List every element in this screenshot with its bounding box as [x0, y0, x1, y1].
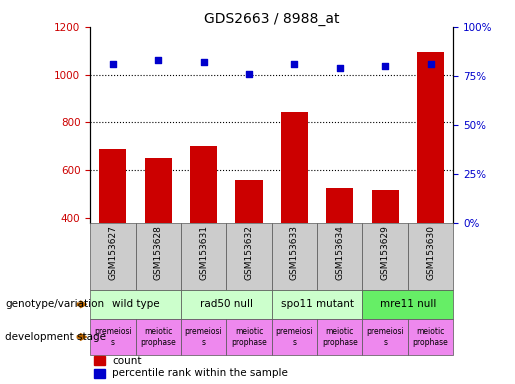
- Text: GSM153628: GSM153628: [153, 225, 163, 280]
- Bar: [181, 290, 272, 319]
- Text: premeiosi
s: premeiosi s: [366, 327, 404, 347]
- Point: [245, 71, 253, 77]
- Point: [290, 61, 299, 67]
- Text: meiotic
prophase: meiotic prophase: [322, 327, 357, 347]
- Text: GSM153630: GSM153630: [426, 225, 435, 280]
- Bar: [90, 290, 181, 319]
- Bar: [363, 223, 408, 290]
- Text: premeiosi
s: premeiosi s: [94, 327, 132, 347]
- Bar: [99, 149, 127, 313]
- Bar: [317, 223, 363, 290]
- Text: GSM153631: GSM153631: [199, 225, 208, 280]
- Text: GSM153627: GSM153627: [108, 225, 117, 280]
- Bar: [94, 356, 105, 365]
- Point: [336, 65, 344, 71]
- Text: count: count: [112, 356, 142, 366]
- Text: mre11 null: mre11 null: [380, 299, 436, 310]
- Point: [426, 61, 435, 67]
- Bar: [226, 319, 272, 355]
- Bar: [408, 319, 453, 355]
- Bar: [181, 319, 226, 355]
- Bar: [190, 146, 217, 313]
- Bar: [90, 319, 135, 355]
- Point: [381, 63, 389, 69]
- Bar: [94, 369, 105, 378]
- Text: percentile rank within the sample: percentile rank within the sample: [112, 368, 288, 378]
- Text: premeiosi
s: premeiosi s: [276, 327, 313, 347]
- Text: meiotic
prophase: meiotic prophase: [413, 327, 449, 347]
- Bar: [272, 319, 317, 355]
- Text: GSM153634: GSM153634: [335, 225, 344, 280]
- Bar: [326, 188, 353, 313]
- Text: meiotic
prophase: meiotic prophase: [140, 327, 176, 347]
- Bar: [272, 290, 363, 319]
- Bar: [363, 319, 408, 355]
- Bar: [135, 319, 181, 355]
- Bar: [235, 180, 263, 313]
- Point: [109, 61, 117, 67]
- Text: GSM153633: GSM153633: [290, 225, 299, 280]
- Bar: [90, 223, 135, 290]
- Text: wild type: wild type: [112, 299, 159, 310]
- Bar: [181, 223, 226, 290]
- Text: rad50 null: rad50 null: [200, 299, 253, 310]
- Bar: [145, 158, 172, 313]
- Bar: [363, 290, 453, 319]
- Bar: [272, 223, 317, 290]
- Text: premeiosi
s: premeiosi s: [185, 327, 222, 347]
- Title: GDS2663 / 8988_at: GDS2663 / 8988_at: [204, 12, 339, 26]
- Text: spo11 mutant: spo11 mutant: [281, 299, 353, 310]
- Text: GSM153632: GSM153632: [245, 225, 253, 280]
- Text: development stage: development stage: [5, 332, 106, 342]
- Text: GSM153629: GSM153629: [381, 225, 390, 280]
- Bar: [417, 52, 444, 313]
- Point: [154, 57, 162, 63]
- Bar: [371, 190, 399, 313]
- Bar: [281, 112, 308, 313]
- Bar: [408, 223, 453, 290]
- Bar: [135, 223, 181, 290]
- Text: genotype/variation: genotype/variation: [5, 299, 104, 310]
- Bar: [317, 319, 363, 355]
- Point: [199, 59, 208, 65]
- Text: meiotic
prophase: meiotic prophase: [231, 327, 267, 347]
- Bar: [226, 223, 272, 290]
